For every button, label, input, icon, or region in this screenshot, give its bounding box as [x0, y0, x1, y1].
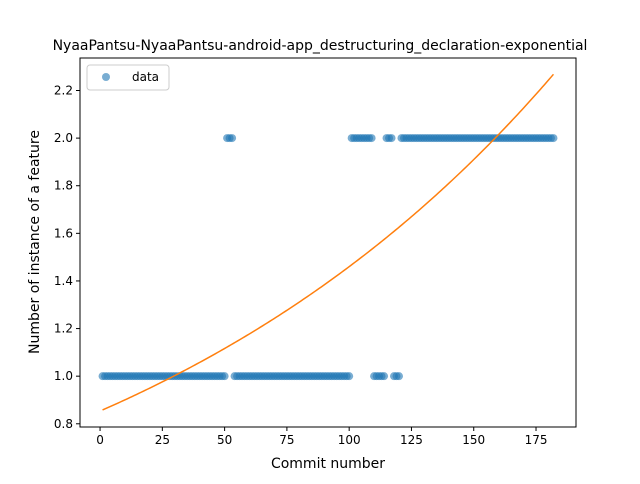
axes: 0 25 50 75 100 125 150 175 0.8 1.0 1.2 1.4 1.6 1.8 2.0… — [54, 57, 577, 447]
legend-marker-data — [102, 73, 110, 81]
x-tick-label: 50 — [217, 433, 232, 447]
data-point — [220, 372, 229, 381]
y-tick-label: 1.4 — [54, 274, 73, 288]
data-point — [345, 372, 354, 381]
legend-label-data: data — [132, 70, 159, 84]
plot-area — [98, 73, 558, 411]
data-point — [394, 372, 403, 381]
fit-curve-line — [102, 73, 555, 411]
data-point — [367, 134, 376, 143]
legend: data — [86, 64, 170, 91]
axes-frame — [79, 57, 577, 428]
y-tick-label: 1.2 — [54, 322, 73, 336]
x-tick-label: 0 — [96, 433, 104, 447]
chart-title: NyaaPantsu-NyaaPantsu-android-app_destru… — [53, 38, 588, 54]
x-tick-label: 25 — [155, 433, 170, 447]
x-tick-label: 175 — [525, 433, 548, 447]
x-tick-label: 75 — [279, 433, 294, 447]
y-tick-label: 1.0 — [54, 369, 73, 383]
y-tick-label: 1.6 — [54, 226, 73, 240]
y-tick-label: 2.0 — [54, 131, 73, 145]
data-point — [228, 134, 237, 143]
y-axis-label: Number of instance of a feature — [27, 130, 43, 354]
x-tick-label: 100 — [338, 433, 361, 447]
data-point — [387, 134, 396, 143]
x-axis-label: Commit number — [271, 456, 385, 472]
legend-box — [86, 64, 170, 91]
y-tick-label: 2.2 — [54, 83, 73, 97]
x-tick-label: 125 — [400, 433, 423, 447]
y-tick-label: 0.8 — [54, 417, 73, 431]
y-tick-label: 1.8 — [54, 179, 73, 193]
data-point — [549, 134, 558, 143]
x-tick-label: 150 — [462, 433, 485, 447]
data-point — [380, 372, 389, 381]
